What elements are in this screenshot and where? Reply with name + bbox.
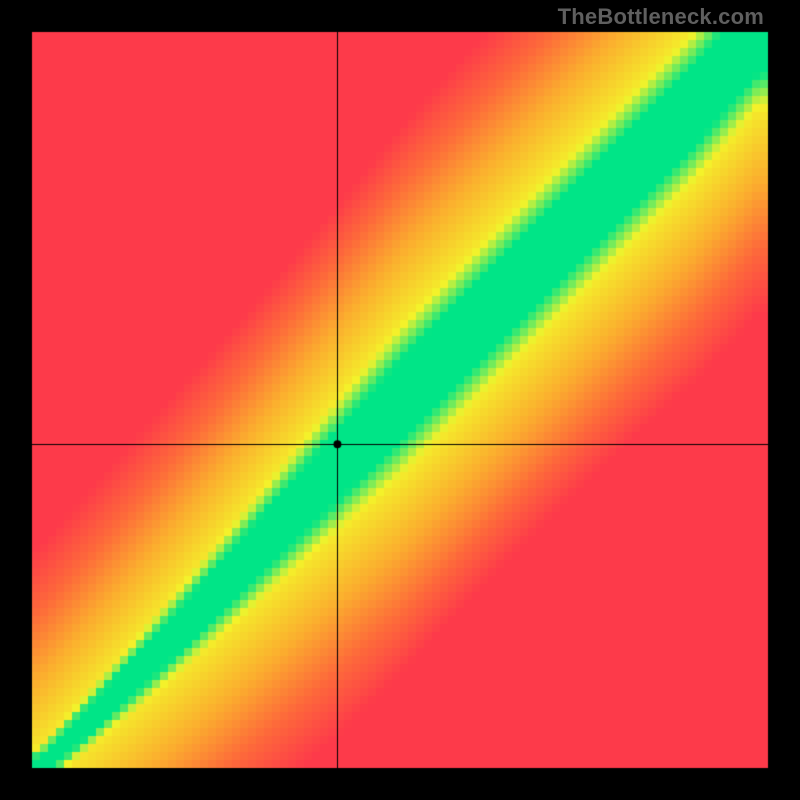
watermark-text: TheBottleneck.com	[558, 4, 764, 30]
bottleneck-heatmap	[0, 0, 800, 800]
